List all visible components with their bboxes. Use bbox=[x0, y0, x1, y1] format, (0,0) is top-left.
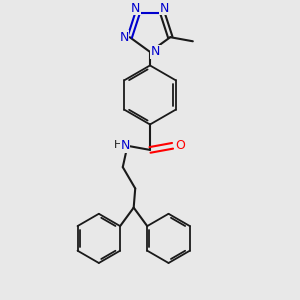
Text: N: N bbox=[160, 2, 169, 14]
Text: N: N bbox=[120, 139, 130, 152]
Text: O: O bbox=[175, 139, 185, 152]
Text: N: N bbox=[119, 31, 129, 44]
Text: N: N bbox=[131, 2, 140, 14]
Text: H: H bbox=[114, 140, 123, 150]
Text: N: N bbox=[151, 45, 160, 58]
